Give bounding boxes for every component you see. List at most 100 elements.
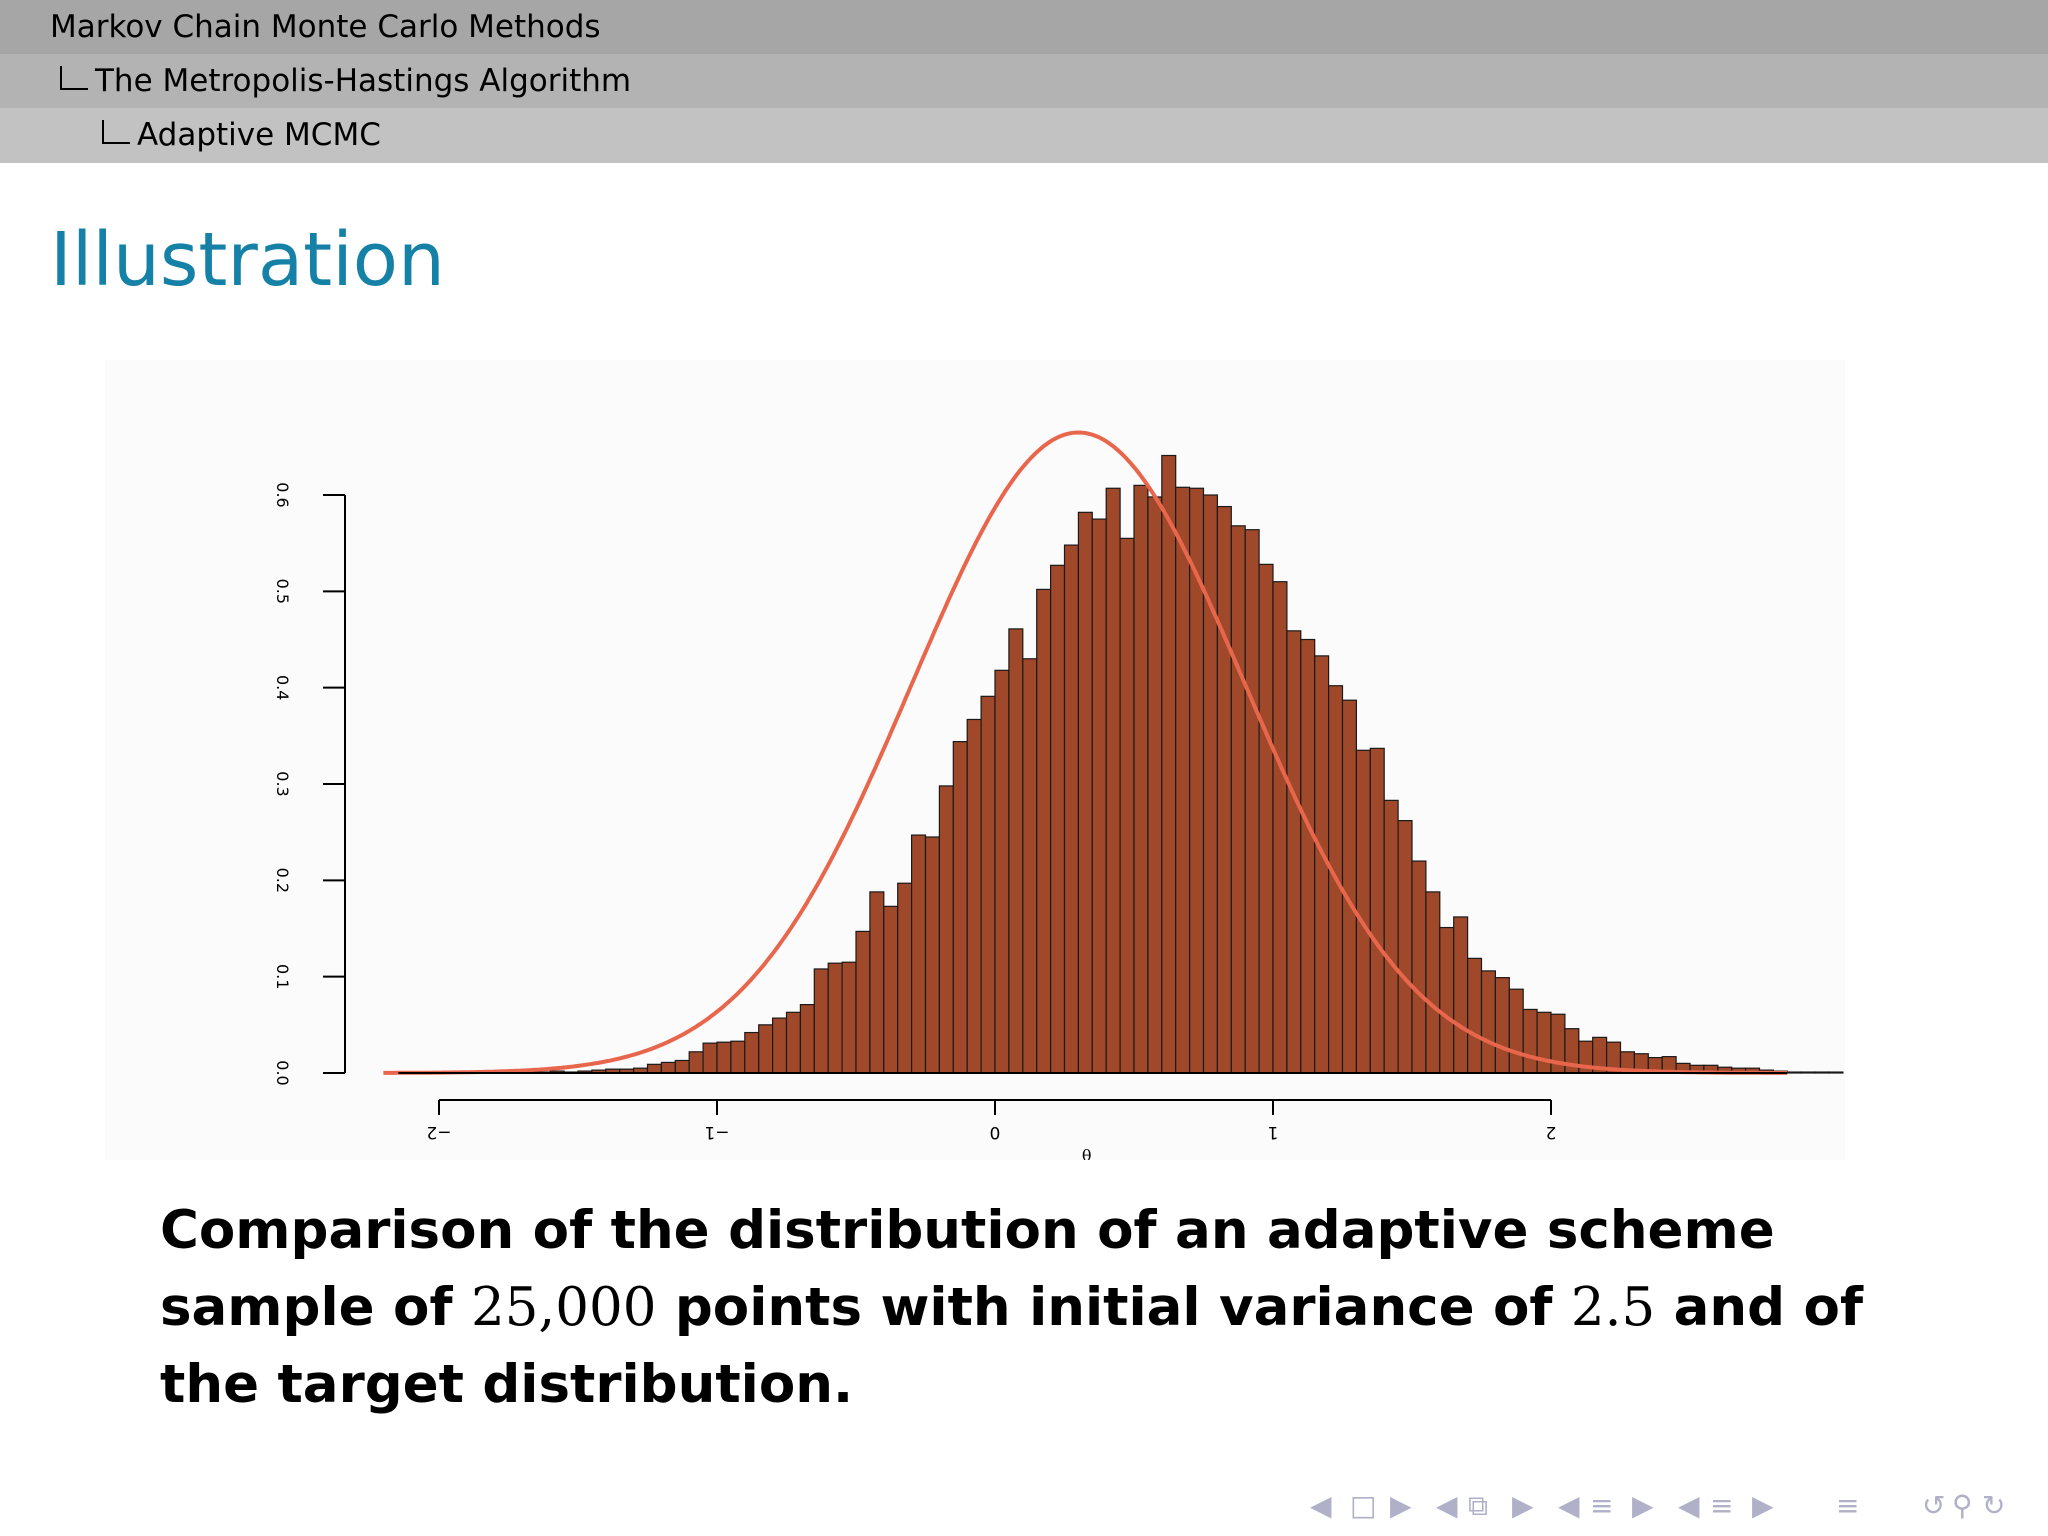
histogram-bar bbox=[1383, 799, 1399, 1074]
y-tick-label: 0.3 bbox=[273, 771, 292, 796]
histogram-bar bbox=[994, 669, 1010, 1074]
histogram-chart: 0.0 0.1 0.2 0.3 0.4 0.5 0.6 −2 −1 0 1 2 θ bbox=[273, 430, 1844, 1160]
beamer-navigation: ◀ □ ▶ ◀ ⧉ ▶ ◀ ≡ ▶ ◀ ≡ ▶ ≡ ↺ ⚲ ↻ bbox=[1310, 1488, 2030, 1524]
nav-document-next-icon[interactable]: ▶ bbox=[1752, 1489, 1774, 1522]
x-tick-label: 2 bbox=[1546, 1122, 1557, 1142]
histogram-bar bbox=[938, 785, 954, 1074]
histogram-bar bbox=[674, 1059, 690, 1074]
header-subsection-bar[interactable]: The Metropolis-Hastings Algorithm bbox=[0, 54, 2048, 108]
caption-variance: 2.5 bbox=[1570, 1277, 1656, 1338]
histogram-bar bbox=[716, 1041, 732, 1074]
histogram-bar bbox=[1411, 860, 1427, 1074]
histogram-bar bbox=[1272, 581, 1288, 1074]
histogram-bar bbox=[1077, 511, 1093, 1074]
plot-area: 0.0 0.1 0.2 0.3 0.4 0.5 0.6 −2 −1 0 1 2 θ bbox=[105, 360, 1845, 1160]
histogram-bar bbox=[1119, 537, 1135, 1074]
histogram-bar bbox=[1355, 749, 1371, 1074]
histogram-bar bbox=[869, 891, 885, 1074]
tree-branch-icon bbox=[60, 66, 88, 90]
histogram-bar bbox=[1466, 957, 1483, 1074]
caption-part-3: and of the target distribution. bbox=[160, 1277, 1864, 1415]
nav-document-prev-icon[interactable]: ◀ bbox=[1678, 1489, 1700, 1522]
slide-caption: Comparison of the distribution of an ada… bbox=[160, 1192, 1920, 1423]
histogram-bar bbox=[910, 834, 927, 1074]
histogram-bar bbox=[1244, 529, 1260, 1074]
histogram-bar bbox=[1814, 1071, 1830, 1074]
nav-document-icon[interactable]: ≡ bbox=[1710, 1489, 1734, 1522]
histogram-bar bbox=[1341, 699, 1357, 1074]
caption-part-1: Comparison of the distribution of an ada… bbox=[160, 1200, 1775, 1338]
histogram-bar bbox=[1105, 487, 1121, 1074]
nav-align-icon[interactable]: ≡ bbox=[1836, 1489, 1860, 1522]
y-tick-label: 0.1 bbox=[273, 964, 292, 989]
histogram-bar bbox=[841, 961, 857, 1074]
histogram-bar bbox=[758, 1024, 774, 1074]
y-tick-label: 0.0 bbox=[273, 1060, 292, 1085]
histogram-bar bbox=[1786, 1071, 1802, 1074]
histogram-bar bbox=[1536, 1011, 1552, 1074]
histogram-bar bbox=[1300, 638, 1316, 1074]
histogram-bar bbox=[730, 1040, 746, 1074]
histogram-bar bbox=[980, 695, 996, 1074]
histogram-bar bbox=[785, 1011, 801, 1074]
y-tick-label: 0.5 bbox=[273, 579, 292, 604]
target-density-curve bbox=[383, 430, 1788, 1075]
histogram-bar bbox=[883, 905, 899, 1074]
nav-redo-icon[interactable]: ↻ bbox=[1982, 1489, 2006, 1522]
histogram-bar bbox=[952, 741, 968, 1074]
caption-part-2: points with initial variance of bbox=[656, 1277, 1571, 1338]
histogram-bar bbox=[813, 968, 829, 1074]
histogram-bar bbox=[1091, 518, 1107, 1074]
header-subsubsection-bar[interactable]: Adaptive MCMC bbox=[0, 108, 2048, 163]
histogram-bar bbox=[1828, 1071, 1844, 1074]
nav-section-icon[interactable]: ≡ bbox=[1590, 1489, 1614, 1522]
header-section-title[interactable]: Markov Chain Monte Carlo Methods bbox=[50, 9, 601, 45]
caption-sample-size: 25,000 bbox=[470, 1277, 657, 1338]
histogram-bar bbox=[897, 882, 913, 1074]
nav-subsection-prev-icon[interactable]: ◀ bbox=[1436, 1489, 1458, 1522]
histogram-bar bbox=[1800, 1071, 1816, 1074]
histogram-bar bbox=[924, 836, 940, 1074]
x-tick-label: 0 bbox=[990, 1122, 1001, 1142]
histogram-bar bbox=[1049, 564, 1066, 1074]
histogram-bar bbox=[744, 1031, 760, 1074]
slide-title: Illustration bbox=[50, 217, 445, 303]
histogram-bar bbox=[1230, 525, 1246, 1074]
nav-subsection-icon[interactable]: ⧉ bbox=[1468, 1489, 1488, 1522]
histogram-bar bbox=[799, 1004, 815, 1074]
histogram-bar bbox=[1036, 588, 1052, 1074]
header-subsection-title[interactable]: The Metropolis-Hastings Algorithm bbox=[95, 63, 632, 99]
nav-section-prev-icon[interactable]: ◀ bbox=[1558, 1489, 1580, 1522]
histogram-bar bbox=[1133, 484, 1149, 1074]
histogram-bars bbox=[438, 454, 1844, 1074]
histogram-bar bbox=[1480, 970, 1496, 1074]
tree-branch-icon bbox=[102, 120, 130, 144]
x-axis-label: θ bbox=[1082, 1145, 1092, 1160]
histogram-bar bbox=[1508, 988, 1524, 1074]
nav-subsection-next-icon[interactable]: ▶ bbox=[1512, 1489, 1534, 1522]
nav-frame-icon[interactable]: □ bbox=[1350, 1489, 1377, 1522]
nav-undo-icon[interactable]: ↺ bbox=[1922, 1489, 1946, 1522]
histogram-bar bbox=[702, 1042, 718, 1074]
nav-frame-prev-icon[interactable]: ◀ bbox=[1310, 1489, 1332, 1522]
histogram-bar bbox=[827, 962, 843, 1074]
x-axis: −2 −1 0 1 2 bbox=[426, 1099, 1557, 1142]
histogram-bar bbox=[1258, 563, 1274, 1074]
histogram-bar bbox=[660, 1061, 676, 1074]
header-section-bar[interactable]: Markov Chain Monte Carlo Methods bbox=[0, 0, 2048, 54]
y-tick-label: 0.6 bbox=[273, 482, 292, 507]
histogram-bar bbox=[1202, 494, 1218, 1074]
nav-search-icon[interactable]: ⚲ bbox=[1952, 1489, 1973, 1522]
histogram-bar bbox=[1286, 630, 1302, 1074]
histogram-bar bbox=[1161, 454, 1177, 1074]
header-subsubsection-title[interactable]: Adaptive MCMC bbox=[137, 117, 381, 153]
y-axis: 0.0 0.1 0.2 0.3 0.4 0.5 0.6 bbox=[273, 482, 346, 1086]
nav-section-next-icon[interactable]: ▶ bbox=[1632, 1489, 1654, 1522]
x-tick-label: 1 bbox=[1268, 1122, 1279, 1142]
histogram-bar bbox=[966, 718, 982, 1074]
histogram-bar bbox=[646, 1063, 662, 1074]
histogram-bar bbox=[1063, 544, 1079, 1074]
y-tick-label: 0.2 bbox=[273, 868, 292, 893]
nav-frame-next-icon[interactable]: ▶ bbox=[1390, 1489, 1412, 1522]
y-tick-label: 0.4 bbox=[273, 675, 292, 700]
